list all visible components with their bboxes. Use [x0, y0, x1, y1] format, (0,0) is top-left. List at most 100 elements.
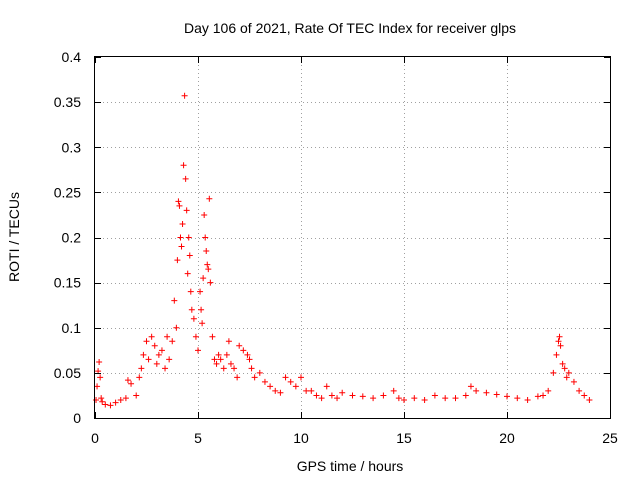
chart-title: Day 106 of 2021, Rate Of TEC Index for r…	[184, 20, 516, 36]
x-tick-label: 20	[499, 430, 515, 446]
data-point	[140, 351, 147, 358]
data-point	[199, 320, 206, 327]
data-point	[421, 396, 428, 403]
data-point	[97, 374, 104, 381]
data-point	[107, 402, 114, 409]
data-point	[148, 333, 155, 340]
data-point	[504, 393, 510, 400]
data-point	[223, 351, 230, 358]
data-point	[201, 211, 208, 218]
data-point	[244, 351, 251, 358]
y-axis-label: ROTI / TECUs	[6, 192, 22, 282]
data-point	[187, 288, 194, 295]
y-tick-label: 0.1	[62, 320, 82, 336]
data-point	[227, 360, 234, 367]
data-point	[272, 387, 279, 394]
data-point	[303, 387, 310, 394]
data-point	[390, 387, 397, 394]
y-tick-label: 0.2	[62, 230, 82, 246]
data-point	[298, 374, 304, 381]
data-point	[151, 342, 158, 349]
data-point	[220, 365, 227, 372]
data-point	[164, 333, 171, 340]
data-point	[96, 359, 103, 366]
data-point	[442, 395, 449, 402]
data-point	[267, 383, 274, 390]
data-point	[178, 243, 185, 250]
axis-ticks: 0 5 10 15 20 25 0 0.05 0.1 0.15 0.2 0.25 0.3 0.35 0.4	[54, 49, 618, 446]
data-point	[524, 396, 531, 403]
data-point	[197, 288, 204, 295]
data-point	[136, 374, 143, 381]
data-point	[323, 383, 330, 390]
data-point	[186, 252, 193, 259]
data-point	[308, 387, 315, 394]
data-point	[261, 378, 268, 385]
y-tick-label: 0.3	[62, 139, 82, 155]
data-point	[203, 248, 210, 255]
x-axis-label: GPS time / hours	[297, 458, 404, 474]
data-point	[248, 365, 255, 372]
data-point	[215, 351, 222, 358]
y-tick-label: 0.25	[54, 184, 81, 200]
data-point	[128, 380, 135, 387]
data-point	[192, 333, 199, 340]
data-point	[166, 356, 173, 363]
data-point	[563, 374, 570, 381]
y-tick-label: 0.05	[54, 365, 81, 381]
data-point	[206, 195, 213, 202]
data-point	[99, 398, 106, 405]
data-point	[550, 369, 557, 376]
x-tick-label: 0	[91, 430, 99, 446]
data-point	[553, 351, 560, 358]
y-tick-label: 0.35	[54, 94, 81, 110]
data-point	[198, 306, 205, 313]
data-point	[117, 396, 124, 403]
data-point	[169, 338, 176, 345]
data-point	[202, 234, 209, 241]
data-point	[318, 395, 325, 402]
data-point	[473, 387, 480, 394]
data-point	[570, 378, 577, 385]
data-point	[190, 315, 197, 322]
data-point	[188, 306, 195, 313]
plot-frame	[94, 56, 611, 419]
data-point	[200, 275, 207, 282]
data-point	[182, 175, 189, 182]
data-point	[94, 383, 101, 390]
data-point	[401, 396, 407, 403]
data-point	[177, 234, 184, 241]
data-point	[251, 374, 258, 381]
data-point	[153, 360, 160, 367]
data-point	[246, 356, 253, 363]
data-point	[180, 162, 187, 169]
data-point	[124, 377, 131, 384]
data-point	[240, 347, 247, 354]
data-point	[184, 270, 191, 277]
data-point	[581, 392, 588, 399]
data-point	[540, 392, 547, 399]
data-point	[98, 395, 105, 402]
data-point	[138, 365, 145, 372]
data-point	[236, 342, 243, 349]
y-tick-label: 0	[73, 410, 81, 426]
data-point	[207, 279, 214, 286]
data-point	[133, 392, 140, 399]
data-point	[534, 393, 541, 400]
data-points	[93, 92, 593, 409]
data-point	[179, 220, 186, 227]
data-point	[287, 378, 294, 385]
data-point	[93, 396, 100, 403]
data-point	[557, 342, 564, 349]
data-point	[112, 399, 119, 406]
data-point	[217, 356, 224, 363]
data-point	[334, 395, 341, 402]
data-point	[145, 356, 152, 363]
data-point	[431, 392, 438, 399]
data-point	[143, 338, 150, 345]
data-point	[467, 383, 474, 390]
data-point	[231, 365, 238, 372]
data-point	[204, 261, 211, 268]
data-point	[395, 395, 402, 402]
